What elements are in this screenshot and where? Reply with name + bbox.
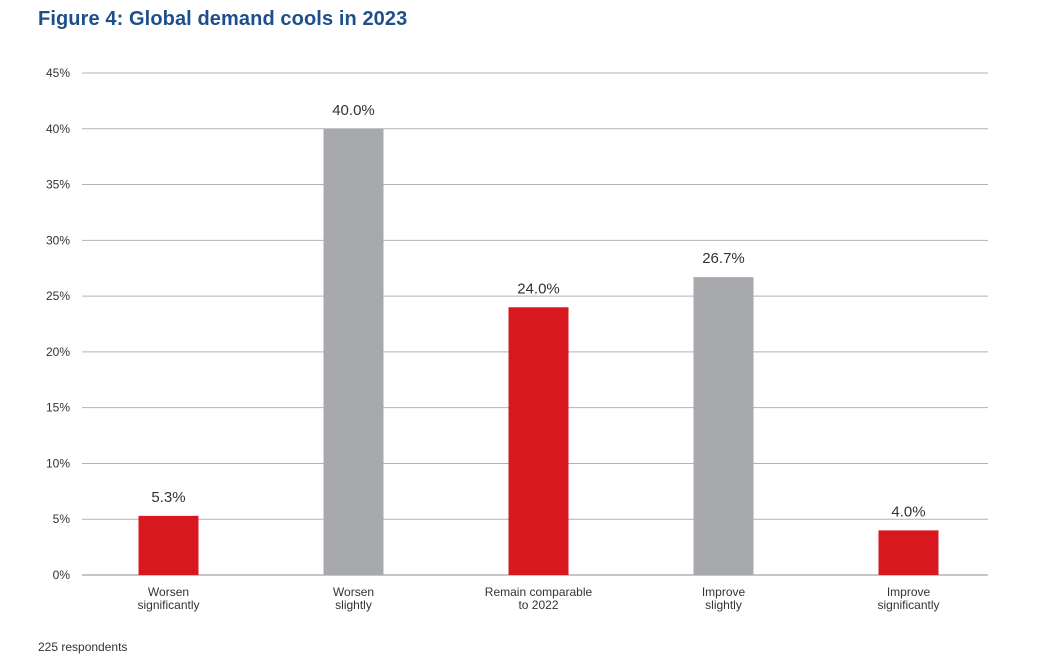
x-tick-label: Remain comparable to 2022: [485, 585, 593, 612]
x-tick-label-line: Worsen: [148, 585, 189, 599]
x-tick-label-line: Worsen: [333, 585, 374, 599]
data-label: 5.3%: [151, 489, 185, 506]
y-tick-label: 5%: [53, 512, 71, 526]
x-tick-label-line: to 2022: [518, 598, 558, 612]
y-tick-label: 15%: [46, 401, 70, 415]
data-label: 4.0%: [891, 503, 925, 520]
x-tick-label-line: significantly: [877, 598, 939, 612]
y-axis-ticks: 0% 5% 10% 15% 20% 25% 30% 35% 40% 45%: [46, 66, 70, 582]
x-tick-label-line: Improve: [702, 585, 746, 599]
x-tick-label-line: slightly: [335, 598, 372, 612]
data-label: 40.0%: [332, 102, 375, 119]
y-tick-label: 20%: [46, 345, 70, 359]
chart-title: Figure 4: Global demand cools in 2023: [38, 8, 408, 30]
data-label: 26.7%: [702, 250, 745, 267]
y-tick-label: 45%: [46, 66, 70, 80]
bar: [323, 128, 384, 575]
x-tick-label: Worsen slightly: [333, 585, 374, 612]
x-tick-label: Improve significantly: [877, 585, 939, 612]
bar: [693, 277, 754, 575]
bar: [138, 515, 199, 575]
x-tick-label-line: significantly: [137, 598, 199, 612]
bars: [138, 128, 939, 575]
bar: [508, 307, 569, 575]
y-tick-label: 0%: [53, 568, 71, 582]
y-tick-label: 25%: [46, 289, 70, 303]
y-tick-label: 35%: [46, 178, 70, 192]
x-tick-label: Worsen significantly: [137, 585, 199, 612]
x-tick-label-line: slightly: [705, 598, 742, 612]
respondents-note: 225 respondents: [38, 640, 128, 654]
bar: [878, 530, 939, 575]
x-tick-label-line: Remain comparable: [485, 585, 593, 599]
x-tick-label-line: Improve: [887, 585, 931, 599]
y-tick-label: 40%: [46, 122, 70, 136]
y-tick-label: 10%: [46, 456, 70, 470]
data-labels: 5.3% 40.0% 24.0% 26.7% 4.0%: [151, 102, 925, 521]
data-label: 24.0%: [517, 280, 560, 297]
y-tick-label: 30%: [46, 233, 70, 247]
x-tick-label: Improve slightly: [702, 585, 746, 612]
